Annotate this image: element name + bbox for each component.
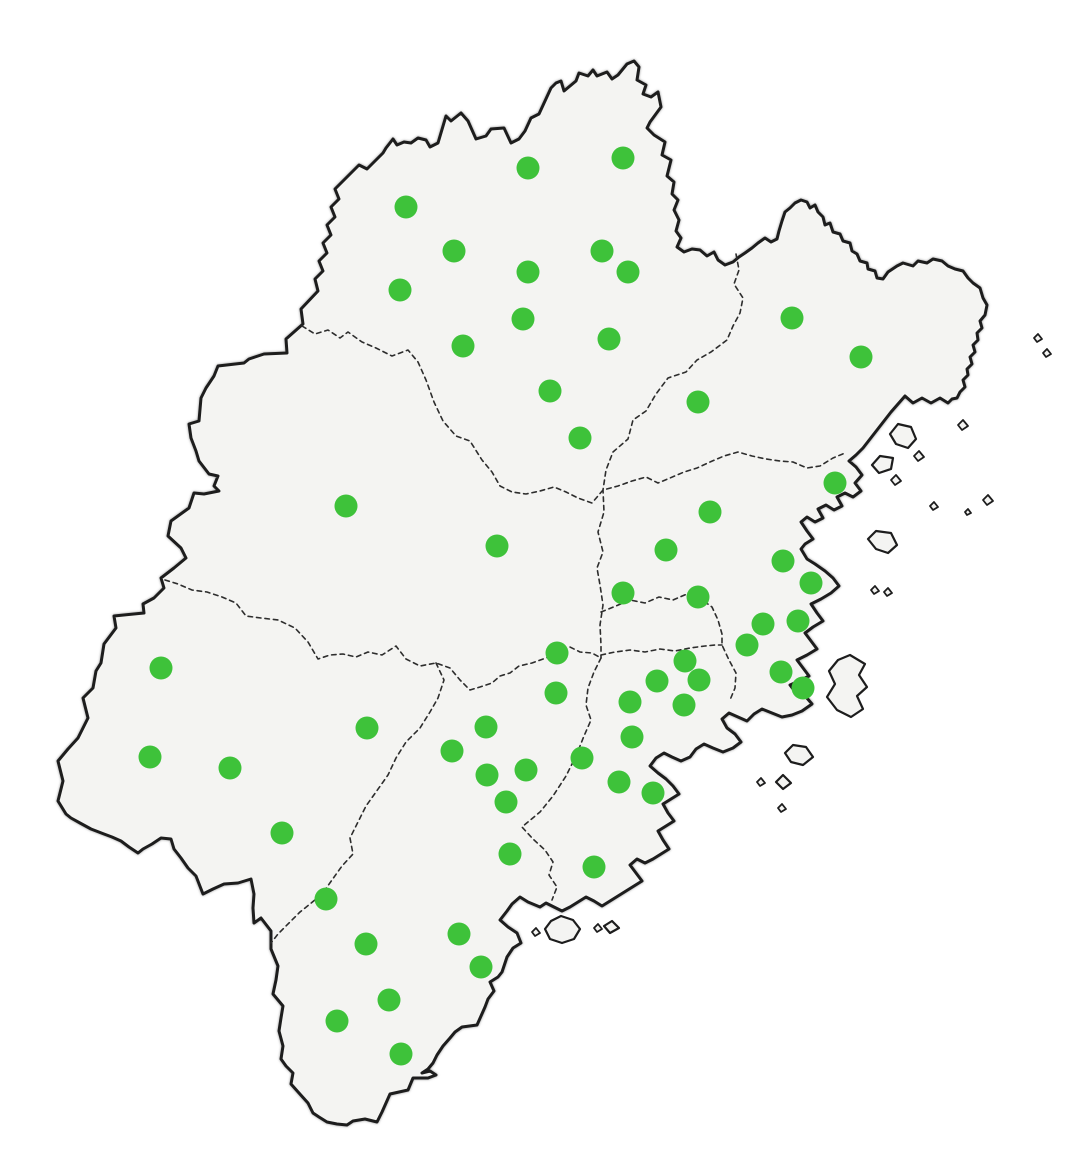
marker-dot xyxy=(149,656,173,680)
islet xyxy=(1042,348,1052,358)
islet xyxy=(982,494,994,506)
islet xyxy=(870,585,880,595)
islet xyxy=(913,450,925,462)
marker-dot xyxy=(786,609,810,633)
marker-dot xyxy=(442,239,466,263)
marker-dot xyxy=(544,681,568,705)
marker-dot xyxy=(511,307,535,331)
marker-dot xyxy=(590,239,614,263)
marker-dot xyxy=(618,690,642,714)
marker-dot xyxy=(823,471,847,495)
island xyxy=(543,914,582,945)
marker-dot xyxy=(538,379,562,403)
marker-dot xyxy=(616,260,640,284)
marker-dot xyxy=(686,585,710,609)
island-group xyxy=(543,422,918,945)
marker-dot xyxy=(673,649,697,673)
marker-dot xyxy=(687,668,711,692)
marker-dot xyxy=(334,494,358,518)
marker-dot xyxy=(568,426,592,450)
marker-dot xyxy=(799,571,823,595)
marker-dot xyxy=(686,390,710,414)
islet-group xyxy=(531,333,1052,937)
marker-dot xyxy=(514,758,538,782)
marker-dot xyxy=(355,716,379,740)
islet xyxy=(890,474,902,486)
islet xyxy=(929,501,939,511)
marker-dot xyxy=(545,641,569,665)
marker-dot xyxy=(270,821,294,845)
marker-dot xyxy=(469,955,493,979)
marker-dot xyxy=(769,660,793,684)
marker-dot xyxy=(475,763,499,787)
province-outline-path xyxy=(56,59,989,1127)
islet xyxy=(777,803,787,813)
province-outline-group xyxy=(56,59,989,1127)
islet xyxy=(964,508,972,516)
marker-dot xyxy=(641,781,665,805)
marker-dot xyxy=(494,790,518,814)
marker-dot xyxy=(218,756,242,780)
marker-dot xyxy=(698,500,722,524)
marker-dot xyxy=(354,932,378,956)
prefecture-boundary xyxy=(596,253,744,659)
island xyxy=(825,653,869,719)
islet xyxy=(531,927,541,937)
marker-dot xyxy=(780,306,804,330)
marker-dot xyxy=(570,746,594,770)
islet xyxy=(1033,333,1043,343)
prefecture-boundary xyxy=(521,657,602,901)
marker-dot xyxy=(751,612,775,636)
marker-dot xyxy=(791,676,815,700)
marker-dot xyxy=(607,770,631,794)
marker-dot xyxy=(377,988,401,1012)
islet xyxy=(883,587,893,597)
marker-dot xyxy=(771,549,795,573)
marker-dot xyxy=(389,1042,413,1066)
marker-dot xyxy=(611,581,635,605)
marker-dot xyxy=(440,739,464,763)
marker-dot xyxy=(138,745,162,769)
marker-dot xyxy=(325,1009,349,1033)
marker-dot xyxy=(451,334,475,358)
marker-dot xyxy=(516,260,540,284)
islet xyxy=(593,923,603,933)
marker-dot xyxy=(394,195,418,219)
marker-dot xyxy=(498,842,522,866)
islet xyxy=(756,777,766,787)
marker-dot xyxy=(388,278,412,302)
island xyxy=(783,743,815,767)
marker-dot xyxy=(447,922,471,946)
marker-dot xyxy=(654,538,678,562)
prefecture-boundary xyxy=(270,662,445,944)
marker-dot xyxy=(849,345,873,369)
islet xyxy=(957,419,969,431)
marker-dot xyxy=(516,156,540,180)
marker-dot xyxy=(645,669,669,693)
marker-dot xyxy=(735,633,759,657)
marker-dot xyxy=(611,146,635,170)
island xyxy=(866,529,899,555)
marker-dot xyxy=(314,887,338,911)
marker-dot xyxy=(582,855,606,879)
marker-dot xyxy=(620,725,644,749)
marker-dot xyxy=(485,534,509,558)
marker-dot-group xyxy=(138,146,873,1066)
prefecture-boundary-group xyxy=(164,253,846,944)
prefecture-boundary xyxy=(164,579,602,691)
island xyxy=(888,422,918,450)
island xyxy=(870,454,895,475)
marker-dot xyxy=(672,693,696,717)
prefecture-boundary xyxy=(301,325,846,504)
marker-dot xyxy=(474,715,498,739)
island xyxy=(602,919,621,935)
marker-dot xyxy=(597,327,621,351)
prefecture-boundary xyxy=(600,644,723,656)
island xyxy=(774,773,793,791)
